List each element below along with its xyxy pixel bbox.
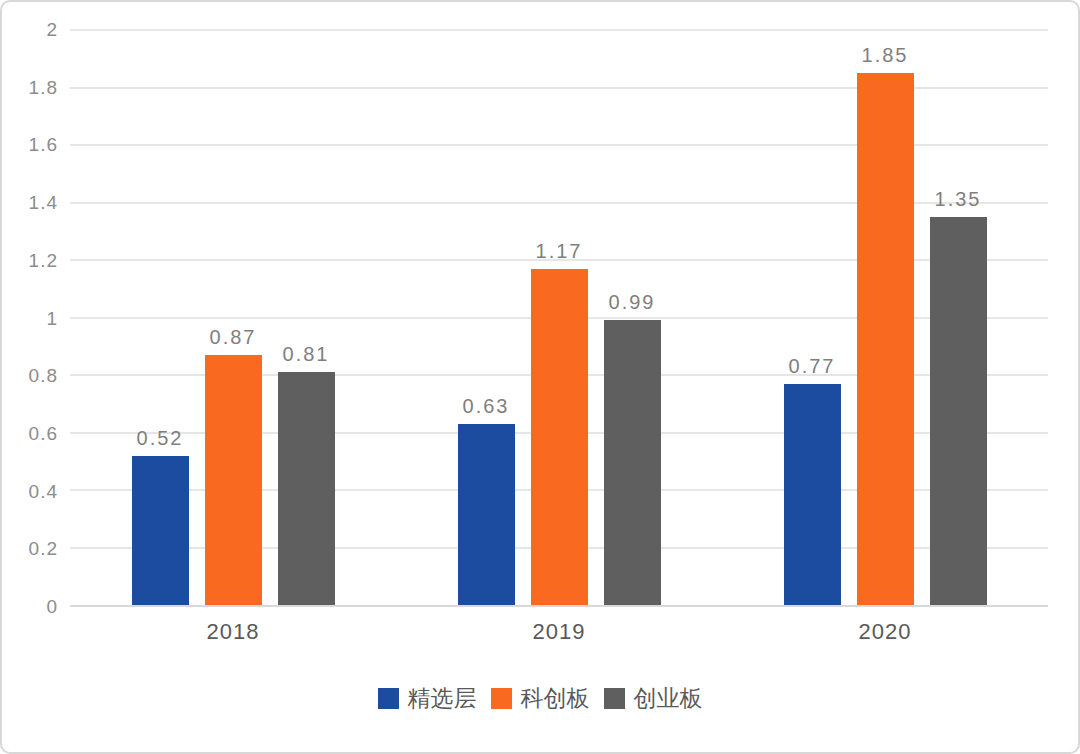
y-tick-label: 0.2 xyxy=(29,538,58,560)
bar-column: 0.81 xyxy=(278,30,335,605)
legend-swatch xyxy=(491,688,512,709)
bar-column: 0.87 xyxy=(205,30,262,605)
y-tick-label: 1.2 xyxy=(29,250,58,272)
legend-label: 精选层 xyxy=(408,683,477,714)
bar-value-label: 1.85 xyxy=(862,44,909,67)
y-tick-label: 0 xyxy=(46,596,58,618)
bar xyxy=(930,217,987,605)
y-tick-label: 1 xyxy=(46,308,58,330)
plot-area: 0.52 0.87 0.81 0.63 1.17 0.99 0.77 1.85 1.35 xyxy=(70,30,1048,607)
bar xyxy=(205,355,262,605)
bar xyxy=(278,372,335,605)
bar-value-label: 0.77 xyxy=(789,355,836,378)
legend-label: 创业板 xyxy=(634,683,703,714)
legend-swatch xyxy=(378,688,399,709)
bar-column: 0.52 xyxy=(132,30,189,605)
x-axis: 201820192020 xyxy=(2,619,1078,645)
bar-value-label: 0.81 xyxy=(283,343,330,366)
legend-item: 精选层 xyxy=(378,683,477,714)
bar xyxy=(604,320,661,605)
bar xyxy=(531,269,588,605)
bar-column: 0.99 xyxy=(604,30,661,605)
bar-group: 0.52 0.87 0.81 xyxy=(70,30,396,605)
bar-value-label: 1.17 xyxy=(536,240,583,263)
bar-column: 1.35 xyxy=(930,30,987,605)
bar-value-label: 0.99 xyxy=(609,291,656,314)
bar-groups: 0.52 0.87 0.81 0.63 1.17 0.99 0.77 1.85 1.35 xyxy=(70,30,1048,605)
y-tick-label: 1.6 xyxy=(29,134,58,156)
x-axis-label: 2018 xyxy=(70,619,396,645)
y-tick-label: 1.8 xyxy=(29,77,58,99)
chart-card: 2 1.8 1.6 1.4 1.2 1 0.8 0.6 0.4 0.2 0 0.52 0.87 0.81… xyxy=(0,0,1080,754)
y-tick-label: 2 xyxy=(46,19,58,41)
bar xyxy=(132,456,189,606)
bar-value-label: 1.35 xyxy=(935,188,982,211)
bar-column: 1.17 xyxy=(531,30,588,605)
bar-value-label: 0.87 xyxy=(210,326,257,349)
legend-item: 科创板 xyxy=(491,683,590,714)
legend-swatch xyxy=(604,688,625,709)
y-tick-label: 0.8 xyxy=(29,365,58,387)
bar-column: 0.77 xyxy=(784,30,841,605)
y-axis: 21.81.61.41.210.80.60.40.20 xyxy=(2,30,70,607)
bar-column: 0.63 xyxy=(458,30,515,605)
legend-label: 科创板 xyxy=(521,683,590,714)
y-tick-label: 0.6 xyxy=(29,423,58,445)
bar-group: 0.77 1.85 1.35 xyxy=(722,30,1048,605)
legend-item: 创业板 xyxy=(604,683,703,714)
bar xyxy=(857,73,914,605)
bar-group: 0.63 1.17 0.99 xyxy=(396,30,722,605)
bar-value-label: 0.52 xyxy=(137,427,184,450)
bar xyxy=(458,424,515,605)
legend: 精选层 科创板 创业板 xyxy=(2,683,1078,714)
x-axis-label: 2019 xyxy=(396,619,722,645)
bar-chart: 21.81.61.41.210.80.60.40.20 0.520.870.81… xyxy=(2,30,1078,607)
x-axis-label: 2020 xyxy=(722,619,1048,645)
bar xyxy=(784,384,841,605)
bar-column: 1.85 xyxy=(857,30,914,605)
y-tick-label: 0.4 xyxy=(29,481,58,503)
y-tick-label: 1.4 xyxy=(29,192,58,214)
bar-value-label: 0.63 xyxy=(463,395,510,418)
